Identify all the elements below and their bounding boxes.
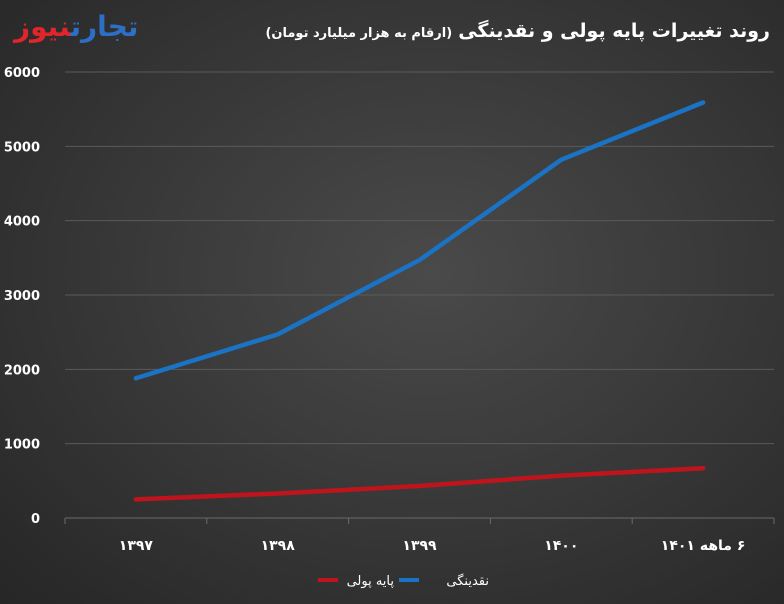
legend-label-0: پایه پولی	[347, 574, 395, 589]
series-0-point-3	[559, 473, 564, 478]
x-tick-label-4: ۶ ماهه ۱۴۰۱	[661, 538, 746, 554]
series-0-point-4	[701, 466, 706, 471]
series-0-point-1	[275, 491, 280, 496]
y-tick-label-1: 1000	[4, 438, 40, 453]
x-tick-label-3: ۱۴۰۰	[544, 538, 578, 554]
logo: تجارتنیوز	[14, 10, 138, 43]
chart-title-block: روند تغییرات پایه پولی و نقدینگی (ارقام ب…	[265, 20, 770, 42]
y-tick-label-5: 5000	[4, 140, 40, 155]
x-tick-label-2: ۱۳۹۹	[402, 538, 437, 554]
series-0-point-0	[133, 497, 138, 502]
y-tick-label-2: 2000	[4, 363, 40, 378]
y-tick-label-6: 6000	[4, 66, 40, 81]
series-line-1	[133, 100, 706, 381]
y-tick-label-0: 0	[31, 512, 40, 527]
chart-title: روند تغییرات پایه پولی و نقدینگی	[458, 20, 770, 42]
series-1-point-0	[133, 376, 138, 381]
logo-part-1: تجارت	[70, 10, 139, 43]
series-1-point-1	[275, 332, 280, 337]
legend-label-1: نقدینگی	[446, 573, 489, 589]
y-tick-label-3: 3000	[4, 289, 40, 304]
series-0-point-2	[417, 484, 422, 489]
series-1-point-2	[417, 258, 422, 263]
series-1-point-4	[701, 100, 706, 105]
y-tick-label-4: 4000	[4, 215, 40, 230]
series-line-0	[133, 465, 706, 502]
logo-part-2: نیوز	[14, 10, 71, 43]
chart-subtitle: (ارقام به هزار میلیارد تومان)	[265, 26, 453, 41]
series-1-point-3	[559, 157, 564, 162]
x-tick-label-1: ۱۳۹۸	[261, 538, 296, 554]
x-tick-label-0: ۱۳۹۷	[119, 538, 154, 554]
